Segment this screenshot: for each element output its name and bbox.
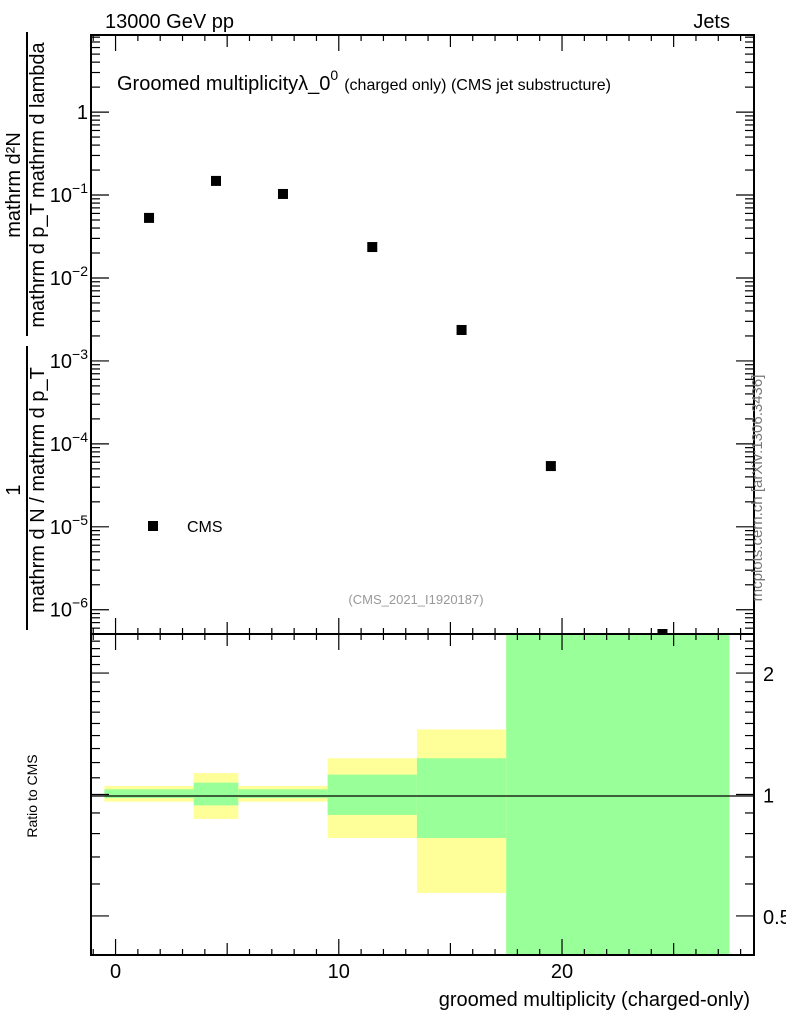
legend-marker-cms	[148, 521, 158, 531]
ratio-band-inner-0	[104, 789, 194, 799]
analysis-id: (CMS_2021_I1920187)	[348, 592, 483, 607]
y-tick-label: 10−5	[50, 512, 88, 539]
header-left: 13000 GeV pp	[105, 11, 234, 33]
x-tick-label: 10	[328, 961, 350, 983]
ratio-band-inner-4	[416, 758, 507, 839]
axis-ticks	[91, 35, 754, 956]
y-tick-label: 10−2	[50, 263, 88, 290]
data-point	[657, 629, 668, 634]
legend-label-cms: CMS	[187, 519, 223, 536]
data-point	[367, 242, 378, 253]
y-tick-label: 10−6	[50, 595, 88, 622]
data-point	[144, 212, 155, 223]
ratio-y-tick-label: 0.5	[763, 907, 786, 929]
ratio-band-inner-2	[238, 789, 328, 799]
y-tick-label: 10−1	[50, 180, 88, 207]
ratio-band-inner-1	[193, 782, 239, 806]
y-label-bottom-den: mathrm d N / mathrm d p_T	[27, 367, 49, 613]
ratio-band-inner-5	[506, 634, 730, 955]
x-axis-label: groomed multiplicity (charged-only)	[439, 989, 750, 1011]
y-tick-label: 10−4	[50, 429, 88, 456]
ratio-y-label: Ratio to CMS	[24, 754, 40, 837]
header-right: Jets	[693, 11, 730, 33]
plot-title: Groomed multiplicityλ_00(charged only) (…	[117, 67, 611, 95]
data-point	[211, 175, 222, 186]
y-tick-label: 10−3	[50, 346, 88, 373]
ratio-y-tick-label: 1	[763, 786, 774, 808]
main-plot-frame	[90, 34, 755, 635]
data-point	[277, 188, 288, 199]
data-point	[456, 324, 467, 335]
side-label: mcplots.cern.ch [arXiv:1306.3436]	[749, 375, 766, 602]
y-label-top-num: mathrm d²N	[3, 132, 25, 238]
ratio-plot-frame	[90, 633, 755, 956]
ratio-y-tick-label: 2	[763, 664, 774, 686]
x-tick-label: 0	[110, 961, 121, 983]
data-points	[144, 175, 668, 634]
ratio-band-inner-3	[327, 774, 417, 815]
data-point	[545, 461, 556, 472]
y-axis-label-main: mathrm d²N mathrm d p_T mathrm d lambda …	[3, 32, 49, 630]
y-label-bottom-num: 1	[3, 484, 25, 495]
y-tick-label: 1	[77, 102, 88, 124]
x-tick-label: 20	[551, 961, 573, 983]
y-label-top-den: mathrm d p_T mathrm d lambda	[27, 41, 49, 327]
ratio-bands	[104, 634, 730, 955]
